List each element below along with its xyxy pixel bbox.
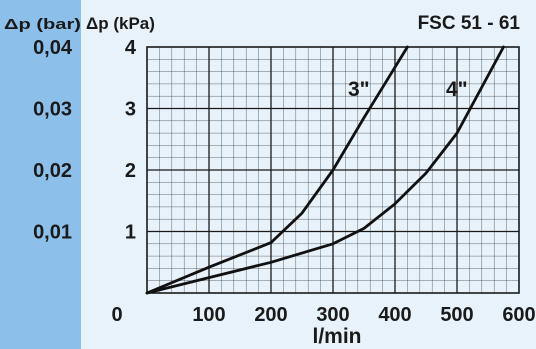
y-tick-label: 4: [125, 37, 137, 59]
series-line-3in: [145, 45, 409, 295]
y-tick-label: 3: [125, 99, 136, 121]
x-tick-label: 0: [111, 304, 122, 326]
x-tick-label: 400: [378, 304, 411, 326]
plot-frame: [146, 46, 520, 294]
y2-tick-label: 0,03: [33, 99, 72, 121]
y-tick-label: 2: [125, 160, 136, 182]
tick-labels: 0 100 200 300 400 500 600 1 2 3 4 0,01 0,02 0,03 0,04: [33, 37, 536, 326]
y-axis-label-kpa: Δp (kPa): [86, 14, 155, 33]
curves: [145, 45, 505, 295]
x-tick-label: 600: [502, 304, 535, 326]
chart-title: FSC 51 - 61: [418, 13, 521, 34]
y2-tick-label: 0,04: [33, 37, 73, 59]
series-label-4in: 4": [446, 78, 468, 101]
left-panel: [0, 0, 81, 349]
x-tick-label: 500: [440, 304, 473, 326]
y2-tick-label: 0,01: [33, 222, 72, 244]
series-label-3in: 3": [348, 78, 370, 101]
x-axis-label: l/min: [312, 325, 361, 348]
x-tick-label: 300: [316, 304, 349, 326]
series-line-4in: [145, 45, 505, 295]
y-tick-label: 1: [125, 222, 136, 244]
plot-area-background: [81, 0, 536, 349]
y2-tick-label: 0,02: [33, 160, 72, 182]
y-axis-label-bar: Δp (bar): [4, 16, 81, 33]
x-tick-label: 100: [192, 304, 225, 326]
x-tick-label: 200: [254, 304, 287, 326]
chart-labels: FSC 51 - 61 Δp (kPa) Δp (bar) l/min 3" 4…: [4, 13, 520, 348]
